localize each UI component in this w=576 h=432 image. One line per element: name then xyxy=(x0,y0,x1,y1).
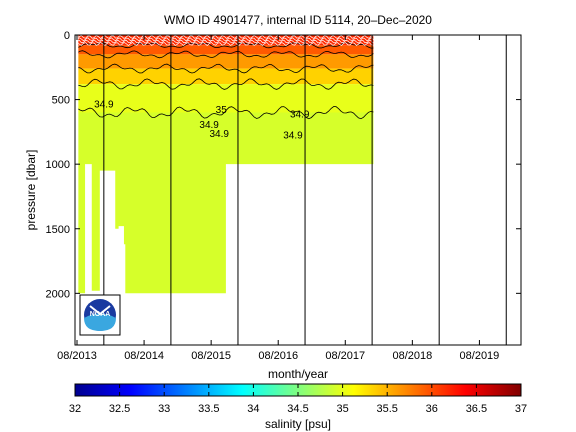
plot-frame xyxy=(74,34,522,346)
vertical-lines xyxy=(103,35,507,345)
x-axis-label: month/year xyxy=(268,367,328,381)
surface-contour-3 xyxy=(78,41,374,46)
y-axis-label: pressure [dbar] xyxy=(24,150,38,231)
contour-label: 35 xyxy=(216,105,228,116)
contour-line-2 xyxy=(78,50,374,59)
y-tick-label: 500 xyxy=(52,95,70,107)
contour-lines xyxy=(78,35,374,120)
colorbar-tick-label: 36.5 xyxy=(466,403,487,415)
x-tick-label: 08/2018 xyxy=(392,350,432,362)
salinity-layer-intermediate xyxy=(78,68,374,85)
x-axis: 08/2013 08/2014 08/2015 08/2016 08/2017 08/20… xyxy=(57,35,499,362)
colorbar-tick-label: 34.5 xyxy=(287,403,308,415)
noaa-logo-text: NOAA xyxy=(90,311,111,318)
x-tick-label: 08/2015 xyxy=(191,350,231,362)
contour-line-3 xyxy=(78,63,374,74)
colorbar-tick-label: 32.5 xyxy=(109,403,130,415)
colorbar-tick-label: 36 xyxy=(426,403,438,415)
noaa-logo: NOAA xyxy=(79,294,121,336)
colorbar-label: salinity [psu] xyxy=(265,417,331,431)
contour-line-5 xyxy=(78,106,374,120)
contour-label: 34.9 xyxy=(290,110,310,121)
x-tick-label: 08/2013 xyxy=(57,350,97,362)
colorbar-tick-label: 34 xyxy=(247,403,259,415)
y-tick-label: 1000 xyxy=(46,159,70,171)
colorbar-tick-label: 33.5 xyxy=(198,403,219,415)
colorbar-tick-label: 32 xyxy=(69,403,81,415)
surface-contour-1 xyxy=(78,37,374,42)
colorbar-tick-label: 37 xyxy=(515,403,527,415)
colorbar: 32 32.5 33 33.5 34 34.5 35 35.5 36 36.5 37 salinit… xyxy=(69,383,527,431)
y-tick-label: 1500 xyxy=(46,224,70,236)
x-tick-label: 08/2017 xyxy=(325,350,365,362)
colorbar-tick-label: 33 xyxy=(158,403,170,415)
salinity-layer-upper xyxy=(78,45,374,55)
y-tick-label: 2000 xyxy=(46,288,70,300)
contour-line-4 xyxy=(78,78,374,90)
surface-contour-2 xyxy=(78,39,374,44)
contour-label: 34.9 xyxy=(199,120,219,131)
x-tick-label: 08/2016 xyxy=(258,350,298,362)
contour-label: 34.9 xyxy=(209,129,229,140)
y-axis: 0 500 1000 1500 2000 xyxy=(46,30,521,300)
contour-label: 34.9 xyxy=(283,130,303,141)
x-tick-label: 08/2014 xyxy=(124,350,164,362)
salinity-layer-thermocline xyxy=(78,54,374,69)
y-tick-label: 0 xyxy=(64,30,70,42)
surface-contour-0 xyxy=(78,35,374,39)
colorbar-ticks: 32 32.5 33 33.5 34 34.5 35 35.5 36 36.5 37 xyxy=(69,384,527,415)
contour-set xyxy=(78,35,374,120)
chart-title: WMO ID 4901477, internal ID 5114, 20–Dec… xyxy=(164,13,432,27)
colorbar-tick-label: 35 xyxy=(336,403,348,415)
colorbar-tick-label: 35.5 xyxy=(376,403,397,415)
contour-line-1 xyxy=(78,42,374,49)
x-tick-label: 08/2019 xyxy=(460,350,500,362)
